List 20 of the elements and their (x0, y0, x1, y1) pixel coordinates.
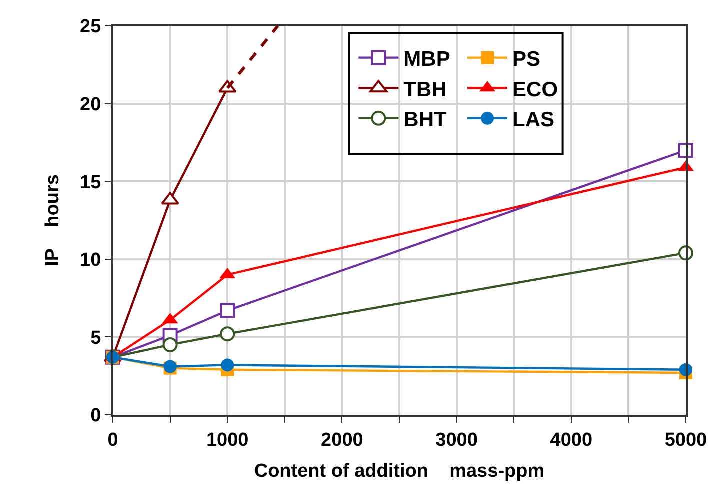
y-axis-title: IP hours (42, 174, 64, 266)
x-axis-title: Content of addition mass-ppm (254, 461, 545, 482)
x-tick-label: 5000 (664, 430, 708, 451)
y-tick-label: 15 (80, 172, 102, 194)
y-tick-label: 20 (80, 94, 102, 116)
legend-label: LAS (512, 108, 555, 132)
x-tick-label: 1000 (206, 430, 249, 451)
x-tick-label: 4000 (550, 430, 593, 451)
x-tick-label: 0 (108, 430, 118, 451)
y-tick-label: 10 (80, 250, 102, 272)
x-tick-label: 2000 (321, 430, 364, 451)
x-tick-label: 3000 (436, 430, 478, 451)
y-tick-label: 25 (80, 16, 102, 38)
legend-label: TBH (404, 78, 447, 102)
y-tick-label: 5 (90, 328, 102, 349)
legend-label: BHT (404, 108, 447, 132)
legend-label: ECO (512, 78, 558, 102)
legend-label: MBP (404, 48, 450, 72)
y-tick-label: 0 (90, 406, 102, 427)
legend-label: PS (512, 48, 541, 72)
